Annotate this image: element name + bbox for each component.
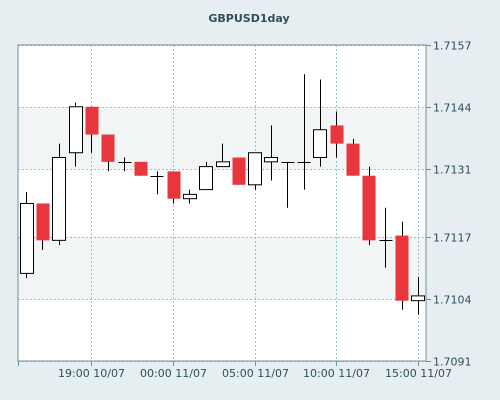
- x-tick-label: 19:00 10/07: [58, 367, 125, 380]
- candle-body: [362, 175, 376, 241]
- plot-band: [18, 45, 426, 108]
- candle-body: [216, 161, 230, 168]
- plot-band: [18, 298, 426, 361]
- x-tick-label: 10:00 11/07: [303, 367, 370, 380]
- x-tick-label: 15:00 11/07: [385, 367, 452, 380]
- candle-down: [134, 161, 148, 176]
- candle-body: [313, 129, 327, 159]
- candle-body: [69, 106, 83, 154]
- candle-up: [69, 102, 83, 167]
- candle-up: [118, 157, 132, 172]
- candles: [20, 74, 425, 315]
- candle-body: [183, 193, 197, 200]
- plot-bands: [18, 45, 426, 361]
- candle-down: [85, 106, 99, 153]
- plot-border: [17, 44, 427, 362]
- candle-body: [199, 166, 213, 191]
- candle-down: [362, 166, 376, 246]
- candle-down: [167, 171, 181, 204]
- y-tick-label: 1.7091: [433, 356, 472, 369]
- candle-body: [20, 202, 34, 274]
- y-tick-label: 1.7144: [433, 102, 472, 115]
- candle-body: [330, 125, 344, 144]
- candle-down: [101, 134, 115, 172]
- candle-body: [411, 295, 425, 302]
- candle-up: [52, 143, 66, 246]
- candle-down: [346, 138, 360, 176]
- candle-up: [150, 171, 164, 195]
- candle-down: [232, 157, 246, 185]
- candle-body: [134, 161, 148, 176]
- candle-down: [395, 221, 409, 310]
- candle-body: [101, 134, 115, 162]
- candle-up: [411, 276, 425, 315]
- candle-body: [395, 235, 409, 301]
- candle-body: [52, 157, 66, 241]
- candle-up: [248, 152, 262, 190]
- candle-up: [20, 191, 34, 279]
- chart-title: GBPUSD1day: [208, 12, 289, 25]
- candle-body: [232, 157, 246, 185]
- candle-up: [297, 74, 311, 190]
- candle-down: [330, 111, 344, 158]
- y-tick-label: 1.7157: [433, 40, 472, 53]
- y-tick-label: 1.7131: [433, 164, 472, 177]
- x-tick-label: 00:00 11/07: [140, 367, 207, 380]
- candle-up: [199, 161, 213, 191]
- candle-body: [248, 152, 262, 186]
- y-axis: 1.7157 1.7144 1.7131 1.7117 1.7104 1.7091: [426, 40, 472, 369]
- candle-up: [264, 125, 278, 181]
- candle-body: [264, 157, 278, 163]
- candle-up: [281, 161, 295, 208]
- candle-up: [313, 79, 327, 167]
- candle-body: [36, 203, 50, 241]
- candle-up: [216, 143, 230, 168]
- candle-body: [167, 171, 181, 199]
- x-tick-label: 05:00 11/07: [222, 367, 289, 380]
- candle-body: [85, 106, 99, 135]
- y-tick-label: 1.7117: [433, 232, 472, 245]
- y-tick-label: 1.7104: [433, 294, 472, 307]
- candle-up: [379, 207, 393, 268]
- candle-down: [36, 203, 50, 250]
- candle-up: [183, 189, 197, 204]
- x-axis: 19:00 10/07 00:00 11/07 05:00 11/07 10:00 1…: [18, 361, 452, 380]
- plot-band: [18, 169, 426, 237]
- candle-body: [346, 143, 360, 176]
